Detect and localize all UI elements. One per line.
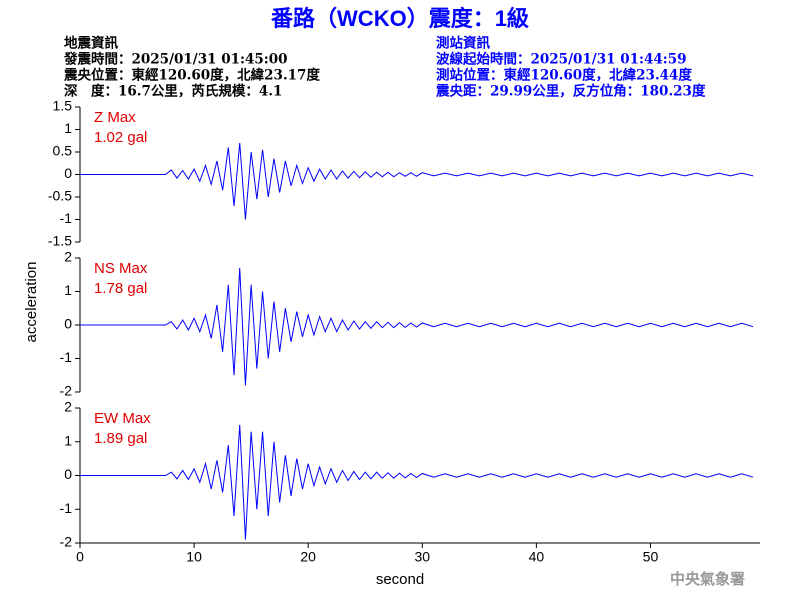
waveform [80, 424, 754, 540]
panel-max: 1.78 gal [94, 280, 147, 297]
y-tick-label: 1 [64, 282, 72, 298]
y-tick-label: -2 [60, 383, 73, 399]
x-tick-label: 30 [414, 549, 430, 565]
panel-label: NS Max [94, 260, 148, 277]
x-tick-label: 10 [186, 549, 202, 565]
chart-title: 番路（WCKO）震度：1級 [270, 6, 529, 31]
x-tick-label: 40 [529, 549, 545, 565]
y-tick-label: 0 [64, 466, 72, 482]
y-tick-label: 2 [64, 399, 72, 415]
y-tick-label: -2 [60, 534, 73, 550]
panel-max: 1.02 gal [94, 129, 147, 146]
y-tick-label: 0 [64, 165, 72, 181]
y-tick-label: 0.5 [53, 143, 73, 159]
x-axis-label: second [376, 571, 424, 588]
waveform [80, 142, 754, 220]
y-tick-label: 1.5 [53, 98, 73, 114]
x-tick-label: 0 [76, 549, 84, 565]
y-tick-label: 1 [64, 432, 72, 448]
y-tick-label: -1.5 [48, 233, 72, 249]
info-line: 地震資訊 [64, 35, 118, 52]
y-axis-label: acceleration [23, 262, 40, 343]
info-line: 震央距：29.99公里，反方位角：180.23度 [435, 83, 706, 100]
y-tick-label: -1 [60, 500, 73, 516]
panel-label: Z Max [94, 109, 136, 126]
x-tick-label: 50 [643, 549, 659, 565]
y-tick-label: -1 [60, 349, 73, 365]
info-line: 發震時間：2025/01/31 01:45:00 [63, 51, 288, 68]
waveform [80, 268, 754, 386]
y-tick-label: 1 [64, 120, 72, 136]
panel-max: 1.89 gal [94, 430, 147, 447]
y-tick-label: 0 [64, 316, 72, 332]
info-blocks: 地震資訊 發震時間：2025/01/31 01:45:00 震央位置：東經120… [63, 35, 706, 100]
panel-label: EW Max [94, 410, 151, 427]
x-tick-label: 20 [300, 549, 316, 565]
y-tick-label: -0.5 [48, 188, 72, 204]
info-line: 波線起始時間：2025/01/31 01:44:59 [436, 51, 687, 68]
info-line: 測站位置：東經120.60度，北緯23.44度 [436, 67, 692, 84]
y-tick-label: -1 [60, 210, 73, 226]
y-tick-label: 2 [64, 249, 72, 265]
credit: 中央氣象署 [670, 570, 745, 588]
info-line: 深 度：16.7公里，芮氏規模：4.1 [64, 83, 282, 100]
info-line: 測站資訊 [436, 35, 490, 52]
info-line: 震央位置：東經120.60度，北緯23.17度 [63, 67, 320, 84]
